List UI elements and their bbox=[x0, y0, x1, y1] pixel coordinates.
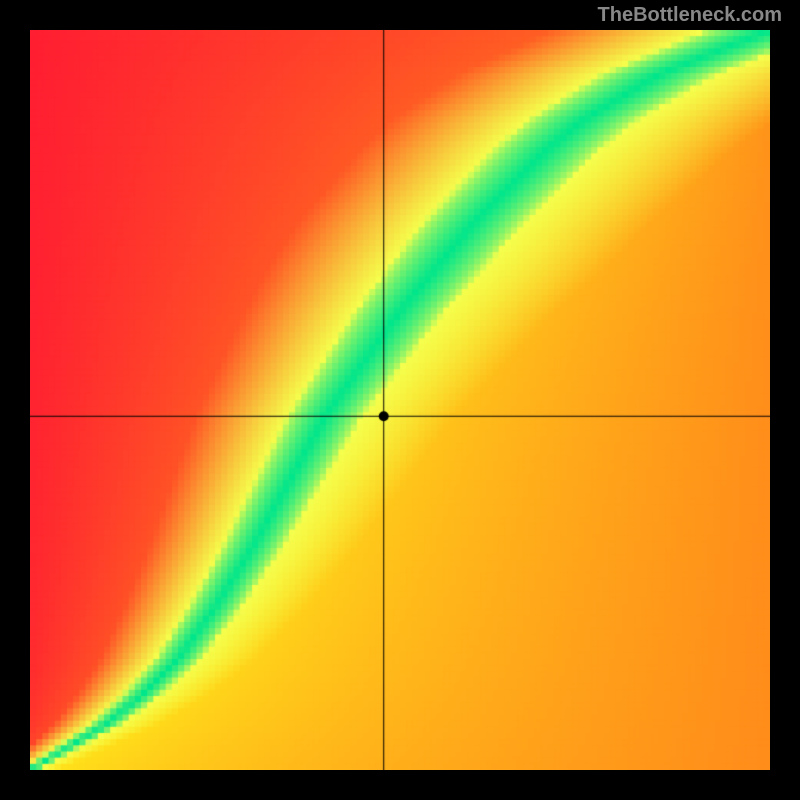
bottleneck-heatmap bbox=[30, 30, 770, 770]
watermark-text: TheBottleneck.com bbox=[598, 4, 782, 27]
